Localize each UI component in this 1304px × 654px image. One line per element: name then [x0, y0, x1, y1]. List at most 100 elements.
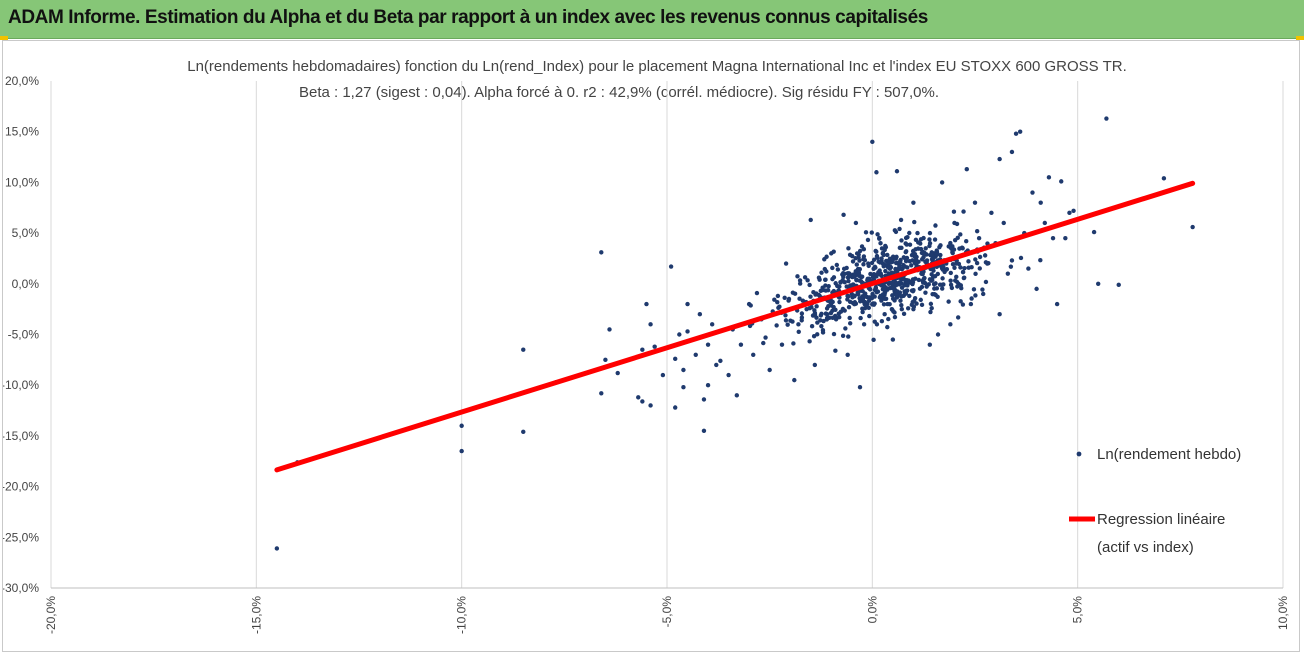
data-point: [901, 276, 906, 281]
data-point: [951, 209, 957, 214]
data-point: [705, 342, 711, 347]
data-point: [890, 337, 896, 342]
data-point: [866, 298, 872, 303]
data-point: [966, 259, 971, 264]
data-point: [785, 322, 790, 327]
data-point: [846, 304, 852, 310]
data-point: [870, 139, 875, 145]
data-point: [714, 362, 719, 368]
data-point: [814, 291, 819, 296]
data-point: [701, 397, 707, 402]
data-point: [837, 299, 842, 305]
data-point: [865, 237, 871, 243]
data-point: [701, 428, 707, 434]
data-point: [815, 332, 820, 337]
data-point: [831, 249, 836, 254]
data-point: [913, 260, 919, 266]
data-point: [954, 221, 960, 227]
data-point: [930, 252, 935, 257]
data-point: [938, 252, 943, 258]
data-point: [797, 281, 803, 286]
data-point: [883, 268, 888, 274]
data-point: [886, 271, 891, 276]
data-point: [836, 311, 841, 316]
data-point: [948, 270, 953, 276]
data-point: [969, 296, 974, 301]
data-point: [941, 264, 946, 270]
data-point: [830, 265, 835, 271]
data-point: [685, 329, 690, 334]
data-point: [693, 352, 698, 357]
data-point: [913, 247, 918, 252]
data-point: [871, 266, 876, 271]
data-point: [940, 286, 945, 291]
data-point: [644, 301, 649, 307]
data-point: [660, 372, 666, 378]
data-point: [834, 262, 840, 268]
data-point: [899, 238, 904, 243]
data-point: [677, 332, 682, 337]
data-point: [983, 279, 989, 285]
data-point: [1038, 200, 1043, 205]
data-point: [790, 290, 796, 295]
data-point: [828, 310, 834, 316]
data-point: [872, 287, 878, 293]
x-tick-label: -10,0%: [455, 596, 469, 634]
data-point: [927, 241, 933, 246]
data-point: [901, 311, 907, 317]
data-point: [865, 301, 870, 307]
data-point: [973, 271, 978, 277]
data-point: [1091, 229, 1097, 235]
data-point: [962, 265, 967, 271]
data-point: [916, 240, 921, 245]
data-point: [1046, 175, 1052, 180]
data-point: [891, 309, 896, 314]
data-point: [871, 257, 877, 262]
data-point: [800, 298, 806, 303]
data-point: [820, 328, 826, 333]
data-point: [935, 332, 941, 337]
data-point: [901, 255, 906, 260]
data-point: [953, 278, 958, 283]
data-point: [845, 352, 850, 357]
data-point: [893, 283, 899, 288]
data-point: [918, 246, 924, 252]
data-point: [853, 220, 859, 226]
data-point: [894, 169, 900, 174]
data-point: [948, 240, 953, 246]
data-point: [919, 257, 925, 262]
data-point: [809, 323, 815, 329]
data-point: [973, 257, 978, 262]
data-point: [974, 260, 980, 266]
data-point: [640, 399, 645, 404]
data-point: [871, 337, 876, 343]
data-point: [955, 284, 960, 289]
chart-area: Ln(rendements hebdomadaires) fonction du…: [2, 40, 1300, 652]
data-point: [673, 405, 678, 410]
data-point: [841, 212, 846, 218]
data-point: [819, 323, 824, 329]
data-point: [857, 273, 862, 278]
data-point: [980, 287, 985, 292]
data-point: [879, 246, 885, 251]
data-point: [879, 256, 884, 261]
data-point: [1042, 220, 1048, 226]
data-point: [898, 298, 903, 303]
data-point: [830, 315, 835, 321]
data-point: [952, 265, 957, 271]
data-point: [833, 317, 839, 322]
data-point: [863, 230, 869, 235]
data-point: [807, 305, 812, 311]
data-point: [825, 288, 831, 293]
data-point: [861, 262, 866, 267]
data-point: [869, 230, 874, 235]
data-point: [847, 321, 853, 326]
legend-marker-points: [1076, 451, 1082, 457]
data-point: [648, 403, 653, 408]
data-point: [887, 301, 892, 307]
data-point: [754, 290, 760, 296]
data-point: [899, 303, 904, 308]
data-point: [775, 299, 780, 305]
data-point: [892, 314, 898, 320]
data-point: [927, 230, 933, 236]
